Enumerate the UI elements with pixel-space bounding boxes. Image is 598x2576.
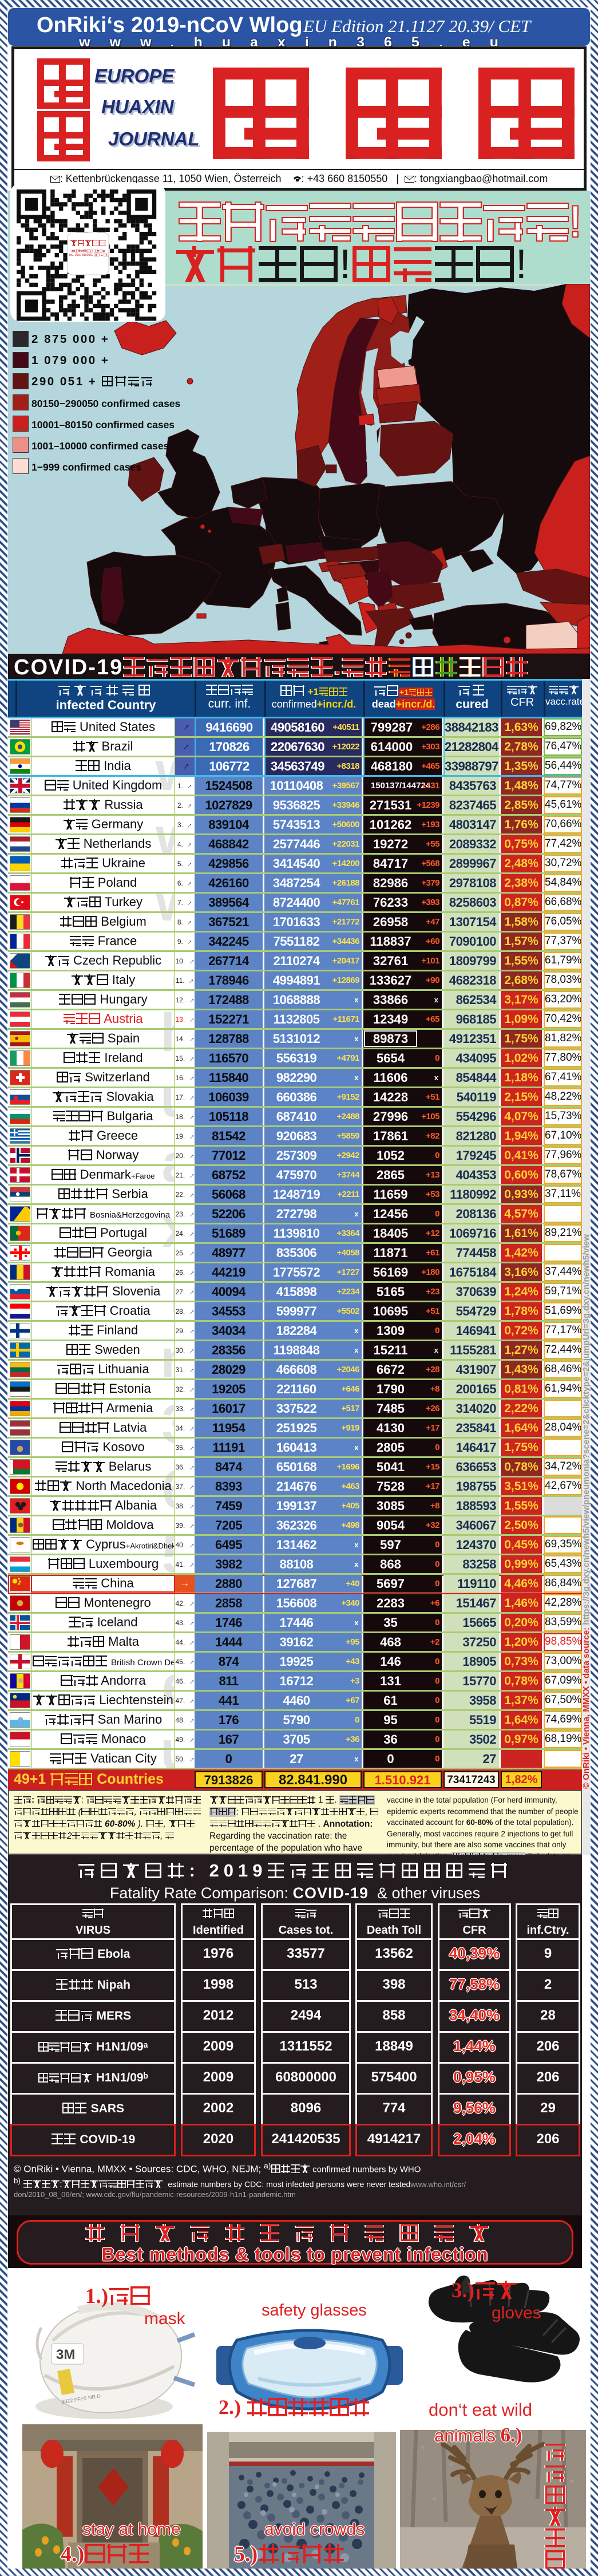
svg-text:3M: 3M [56, 2347, 75, 2362]
